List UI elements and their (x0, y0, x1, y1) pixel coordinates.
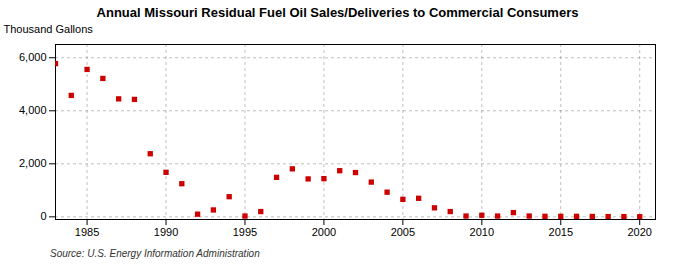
html-text:Source: U.S. Energy Informatio: Source: U.S. Energy Information Administ… (50, 248, 260, 259)
svg-text:2015: 2015 (549, 226, 573, 238)
svg-text:4,000: 4,000 (19, 104, 47, 116)
svg-text:6,000: 6,000 (19, 51, 47, 63)
svg-text:1990: 1990 (154, 226, 178, 238)
svg-text:1995: 1995 (233, 226, 257, 238)
svg-text:Thousand Gallons: Thousand Gallons (4, 23, 94, 35)
svg-text:2020: 2020 (627, 226, 651, 238)
svg-text:1985: 1985 (75, 226, 99, 238)
svg-text:0: 0 (40, 210, 46, 222)
html-text:Annual Missouri Residual Fuel: Annual Missouri Residual Fuel Oil Sales/… (96, 5, 579, 20)
svg-text:2005: 2005 (391, 226, 415, 238)
svg-text:2010: 2010 (470, 226, 494, 238)
svg-text:2,000: 2,000 (19, 157, 47, 169)
svg-text:2000: 2000 (312, 226, 336, 238)
